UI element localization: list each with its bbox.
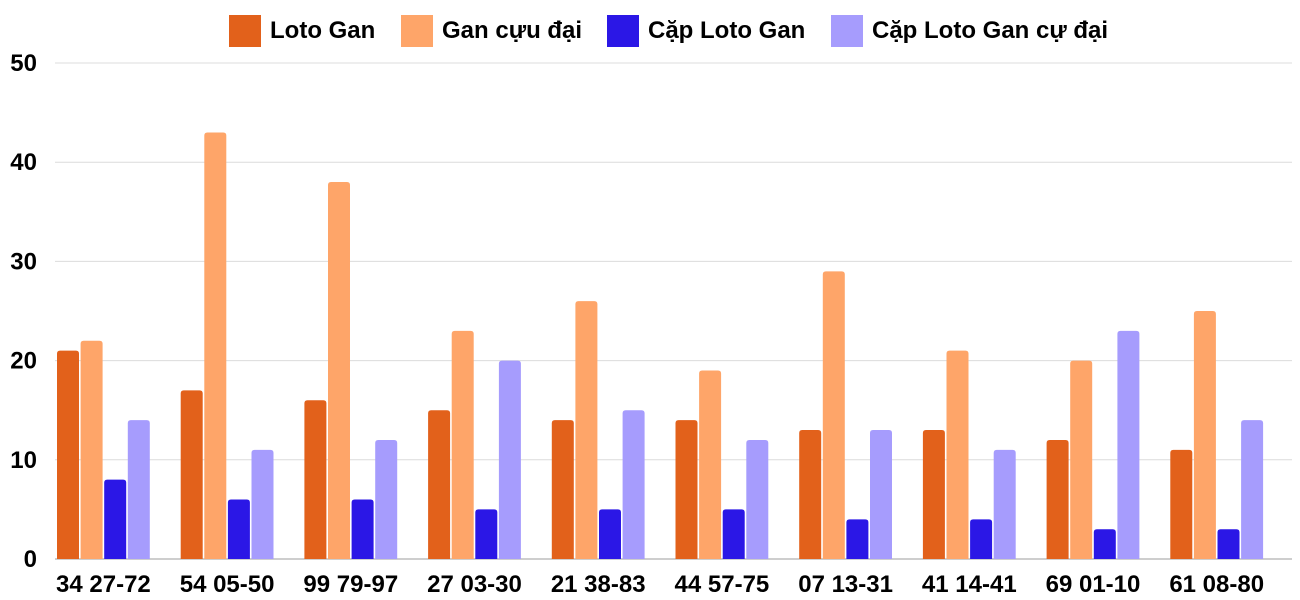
x-tick-label: 99 79-97: [303, 571, 398, 598]
gridlines: [55, 62, 1292, 560]
bar: [251, 449, 274, 559]
bar: [1170, 449, 1193, 559]
legend-swatch: [401, 15, 433, 47]
bar: [946, 350, 969, 559]
bar: [722, 509, 745, 559]
bar: [375, 439, 398, 559]
x-tick-label: 41 14-41: [922, 571, 1017, 598]
bar: [204, 132, 227, 559]
bar: [870, 430, 892, 559]
bar: [1217, 529, 1240, 559]
legend: Loto Gan Gan cựu đại Cặp Loto Gan Cặp Loto …: [229, 15, 1108, 47]
y-tick-label: 30: [10, 248, 37, 275]
bar: [1070, 360, 1093, 559]
legend-label: Cặp Loto Gan cự đại: [872, 17, 1108, 44]
bar: [180, 390, 203, 559]
bar: [699, 370, 722, 559]
x-tick-label: 44 57-75: [675, 571, 770, 598]
bar: [1046, 439, 1069, 559]
bar: [451, 330, 474, 559]
bar: [328, 182, 350, 560]
bars: [57, 132, 1264, 560]
bar: [746, 439, 769, 559]
legend-label: Loto Gan: [270, 17, 375, 44]
x-axis: 34 27-72 54 05-50 99 79-97 27 03-30 21 38-83…: [56, 571, 1264, 598]
bar: [428, 410, 451, 559]
x-tick-label: 21 38-83: [551, 571, 646, 598]
x-tick-label: 07 13-31: [798, 571, 893, 598]
bar: [846, 519, 869, 559]
x-tick-label: 34 27-72: [56, 571, 151, 598]
y-tick-label: 40: [10, 149, 37, 176]
legend-label: Cặp Loto Gan: [648, 17, 805, 44]
y-axis: 0 10 20 30 40 50: [10, 50, 37, 573]
bar: [80, 340, 103, 559]
bar: [922, 430, 945, 559]
x-tick-label: 54 05-50: [180, 571, 275, 598]
bar: [227, 499, 250, 559]
bar: [622, 410, 645, 559]
y-tick-label: 0: [24, 546, 37, 573]
x-tick-label: 69 01-10: [1046, 571, 1141, 598]
bar: [127, 420, 150, 559]
bar: [993, 449, 1016, 559]
bar: [57, 350, 79, 559]
y-tick-label: 10: [10, 447, 37, 474]
legend-swatch: [229, 15, 261, 47]
bar: [822, 271, 845, 559]
x-tick-label: 27 03-30: [427, 571, 522, 598]
bar: [1117, 330, 1140, 559]
legend-label: Gan cựu đại: [442, 17, 582, 44]
bar: [799, 430, 822, 559]
x-tick-label: 61 08-80: [1169, 571, 1264, 598]
y-tick-label: 20: [10, 348, 37, 375]
bar: [1241, 420, 1264, 559]
bar: [575, 301, 598, 559]
y-tick-label: 50: [10, 50, 37, 77]
bar: [970, 519, 993, 559]
bar: [475, 509, 498, 559]
bar: [304, 400, 327, 559]
bar: [551, 420, 574, 559]
bar: [351, 499, 374, 559]
bar: [599, 509, 621, 559]
bar: [1193, 311, 1216, 559]
bar: [104, 479, 127, 559]
bar: [498, 360, 521, 559]
legend-swatch: [831, 15, 863, 47]
legend-swatch: [607, 15, 639, 47]
bar: [1093, 529, 1116, 559]
bar: [675, 420, 698, 559]
